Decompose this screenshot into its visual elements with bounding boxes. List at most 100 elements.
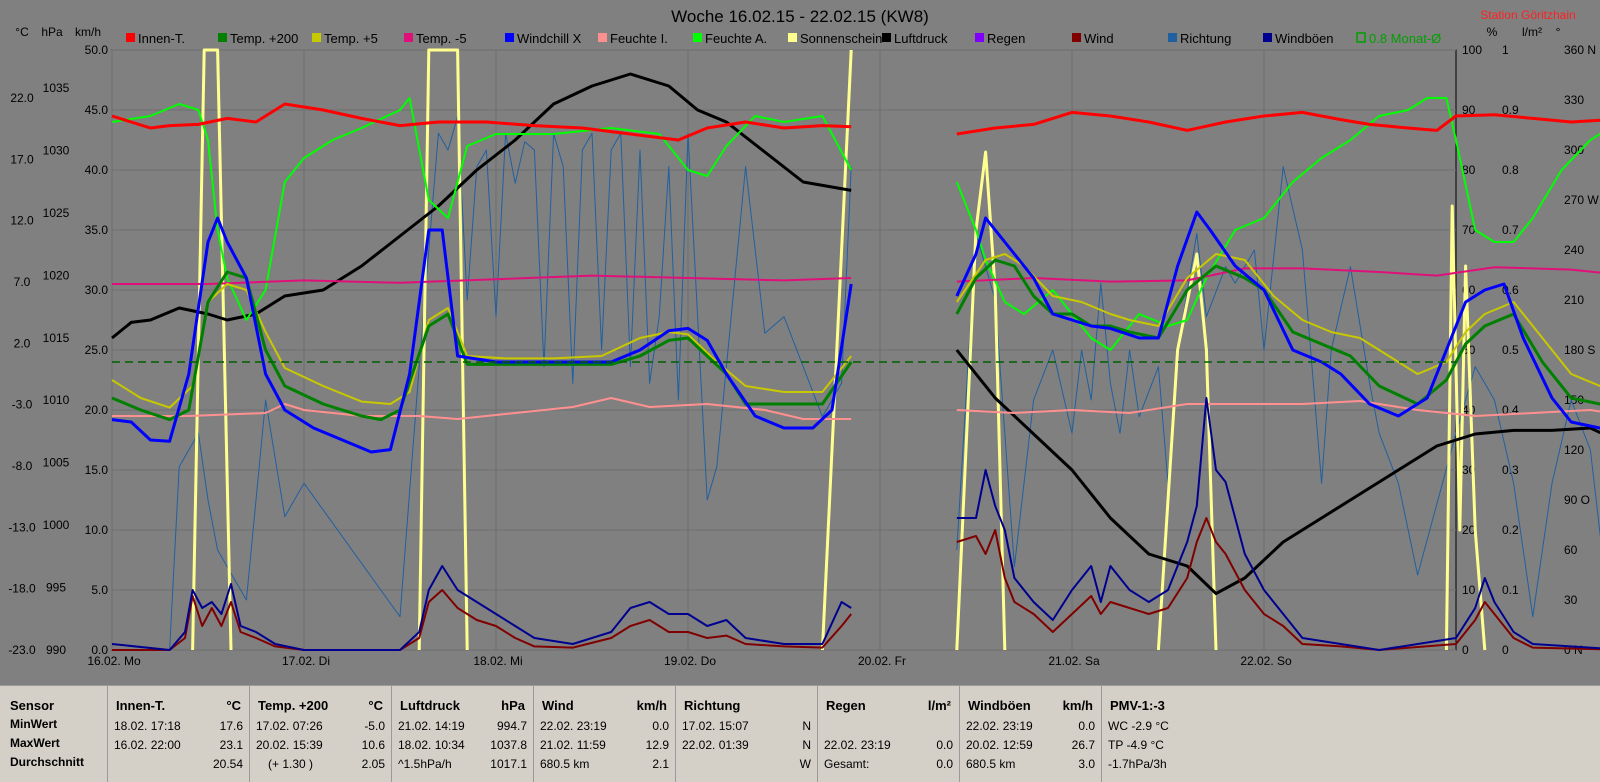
y-tick-hpa: 995 (46, 581, 66, 595)
y-tick-lm2: 0.5 (1502, 343, 1519, 357)
stats-col-druck: Luftdruck hPa 21.02. 14:19 994.7 18.02. 1… (392, 686, 534, 782)
legend-label: Feuchte A. (705, 31, 767, 46)
y-tick-temp: 17.0 (10, 152, 34, 166)
x-tick-label: 17.02. Di (282, 654, 330, 668)
weather-chart: 16.02. Mo 17.02. Di 18.02. Mi 19.02. Do 20.0… (0, 0, 1600, 685)
chart-canvas: 16.02. Mo 17.02. Di 18.02. Mi 19.02. Do 20.0… (8, 7, 1600, 668)
stats-row: 17.02. 15:07 N (682, 719, 811, 733)
y-tick-kmh: 20.0 (85, 403, 109, 417)
series-wind (112, 589, 852, 651)
series-temp-5 (111, 283, 852, 409)
series-windchill-x (111, 216, 853, 454)
stats-row: 21.02. 11:59 12.9 (540, 738, 669, 752)
y-tick-pct: 0 (1462, 643, 1469, 657)
x-tick-label: 18.02. Mi (473, 654, 522, 668)
x-tick-label: 21.02. Sa (1048, 654, 1100, 668)
stats-row: 21.02. 14:19 994.7 (398, 719, 527, 733)
y-tick-kmh: 45.0 (85, 103, 109, 117)
legend-label: Windchill X (517, 31, 582, 46)
stats-row: Gesamt: 0.0 (824, 757, 953, 771)
stats-row: 18.02. 17:18 17.6 (114, 719, 243, 733)
y-tick-pct: 90 (1462, 103, 1476, 117)
y-tick-lm2: 0 (1502, 643, 1509, 657)
y-tick-lm2: 1 (1502, 43, 1509, 57)
legend-swatch (975, 33, 984, 42)
legend-label: Windböen (1275, 31, 1334, 46)
stats-col-richtung: Richtung 17.02. 15:07 N 22.02. 01:39 N W (676, 686, 818, 782)
y-tick-deg: 270 W (1564, 193, 1599, 207)
stats-unit-druck: hPa (501, 698, 525, 713)
series-temp-200 (955, 258, 1600, 406)
axis-unit-pct: % (1487, 25, 1498, 39)
series-richtung (956, 166, 1600, 618)
stats-row: 20.54 (212, 757, 243, 771)
series-windchill-x (955, 210, 1600, 430)
legend-swatch (693, 33, 702, 42)
stats-unit-temp: °C (368, 698, 383, 713)
stats-row: (+ 1.30 ) 2.05 (268, 757, 385, 771)
y-tick-kmh: 40.0 (85, 163, 109, 177)
row-label-avg: Durchschnitt (10, 755, 85, 769)
stats-row: 680.5 km 3.0 (966, 757, 1095, 771)
axis-unit-hpa: hPa (41, 25, 63, 39)
stats-row: W (799, 757, 811, 771)
stats-unit-innen: °C (226, 698, 241, 713)
stats-row: 22.02. 23:19 0.0 (824, 738, 953, 752)
stats-row: WC -2.9 °C (1108, 719, 1169, 733)
legend-label: Regen (987, 31, 1025, 46)
x-tick-label: 20.02. Fr (858, 654, 906, 668)
y-tick-temp: 12.0 (10, 214, 34, 228)
y-tick-temp: 22.0 (10, 91, 34, 105)
stats-header-boeen: Windböen (968, 698, 1031, 713)
axis-unit-lm2: l/m² (1522, 25, 1542, 39)
legend-label: Luftdruck (894, 31, 948, 46)
stats-header-sensor: Sensor (10, 698, 55, 713)
y-tick-pct: 80 (1462, 163, 1476, 177)
series-feuchte-a- (111, 97, 853, 321)
y-tick-deg: 120 (1564, 443, 1584, 457)
series-temp-5 (112, 274, 852, 285)
legend-swatch (1072, 33, 1081, 42)
series-sonnenschein (955, 150, 1007, 651)
legend-swatch (1356, 32, 1366, 43)
y-tick-kmh: 30.0 (85, 283, 109, 297)
axis-unit-temp: °C (15, 25, 29, 39)
series-sonnenschein (820, 49, 853, 651)
y-tick-deg: 180 S (1564, 343, 1595, 357)
stats-col-boeen: Windböen km/h 22.02. 23:19 0.0 20.02. 12:… (960, 686, 1102, 782)
stats-row: 680.5 km 2.1 (540, 757, 669, 771)
series-temp-5 (955, 253, 1600, 387)
stats-col-pmv: PMV-1:-3 WC -2.9 °C TP -4.9 °C -1.7hPa/3… (1102, 686, 1600, 782)
y-tick-pct: 10 (1462, 583, 1476, 597)
row-label-min: MinWert (10, 717, 58, 731)
stats-unit-wind: km/h (636, 698, 667, 713)
stats-row: 20.02. 12:59 26.7 (966, 738, 1095, 752)
y-tick-hpa: 1005 (43, 456, 70, 470)
y-tick-temp: 2.0 (14, 336, 31, 350)
y-tick-pct: 100 (1462, 43, 1482, 57)
legend-label: Feuchte I. (610, 31, 668, 46)
series-innen-t- (956, 110, 1600, 136)
series-feuchte-a- (955, 97, 1600, 351)
y-tick-lm2: 0.9 (1502, 103, 1519, 117)
series-sonnenschein (1156, 252, 1218, 651)
stats-row: ^1.5hPa/h 1017.1 (398, 757, 527, 771)
stats-header-pmv: PMV-1:-3 (1110, 698, 1165, 713)
legend-swatch (218, 33, 227, 42)
y-tick-kmh: 25.0 (85, 343, 109, 357)
y-tick-deg: 330 (1564, 93, 1584, 107)
y-tick-temp: -8.0 (12, 459, 33, 473)
stats-col-innen: Innen-T. °C 18.02. 17:18 17.6 16.02. 22:0… (108, 686, 250, 782)
y-tick-kmh: 15.0 (85, 463, 109, 477)
axis-unit-deg: ° (1556, 25, 1561, 39)
legend-label: 0.8 Monat-Ø (1369, 31, 1441, 46)
y-tick-lm2: 0.8 (1502, 163, 1519, 177)
legend-label: Temp. +200 (230, 31, 298, 46)
stats-header-temp: Temp. +200 (258, 698, 329, 713)
y-tick-kmh: 5.0 (91, 583, 108, 597)
legend-swatch (598, 33, 607, 42)
y-tick-deg: 300 (1564, 143, 1584, 157)
series-luftdruck (955, 349, 1600, 596)
y-tick-hpa: 1015 (43, 331, 70, 345)
y-tick-lm2: 0.2 (1502, 523, 1519, 537)
